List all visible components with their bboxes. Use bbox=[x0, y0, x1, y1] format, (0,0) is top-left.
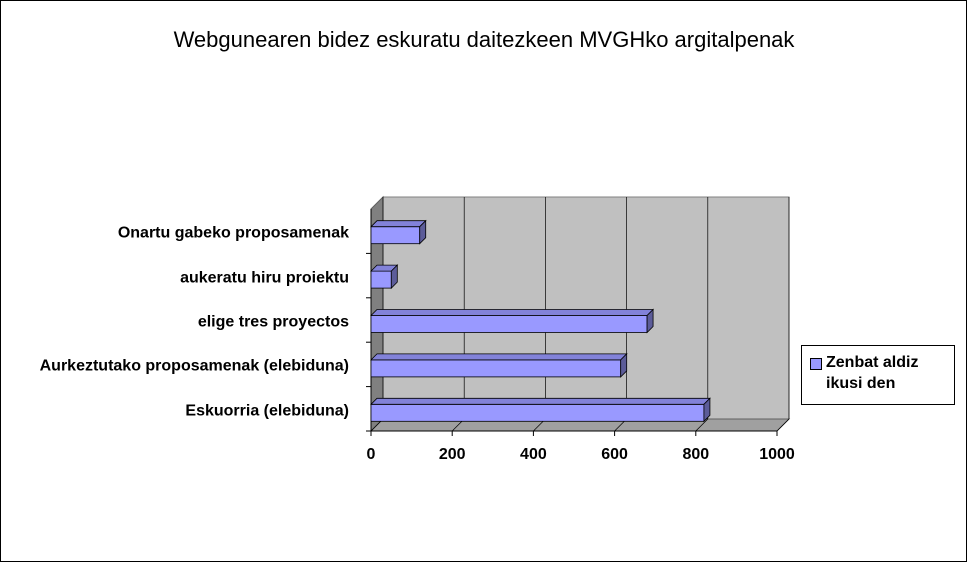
back-wall bbox=[382, 196, 790, 420]
bar-side bbox=[703, 397, 711, 423]
bar bbox=[370, 226, 421, 245]
bar-side bbox=[390, 264, 398, 290]
bar-top bbox=[370, 397, 711, 405]
bar bbox=[370, 315, 648, 333]
bar bbox=[370, 359, 622, 378]
bar-side bbox=[646, 308, 654, 334]
grid-line bbox=[695, 418, 709, 432]
bar-top bbox=[370, 220, 427, 228]
bar-top bbox=[370, 309, 655, 316]
y-tick-label: aukeratu hiru proiektu bbox=[180, 269, 349, 287]
bar-side bbox=[620, 352, 628, 378]
x-tick-label: 400 bbox=[520, 446, 547, 463]
x-tick-label: 0 bbox=[367, 446, 376, 463]
legend-label: Zenbat aldiz ikusi den bbox=[826, 354, 919, 392]
chart-title: Webgunearen bidez eskuratu daitezkeen MV… bbox=[174, 27, 796, 52]
grid-line bbox=[776, 418, 790, 432]
y-tick-label: Onartu gabeko proposamenak bbox=[117, 224, 349, 242]
x-tick-label: 600 bbox=[601, 446, 628, 463]
y-tick-label: Eskuorria (elebiduna) bbox=[185, 402, 349, 420]
bar bbox=[370, 403, 705, 422]
y-tick-label: elige tres proyectos bbox=[197, 313, 349, 331]
x-tick-label: 1000 bbox=[759, 446, 795, 463]
bar bbox=[370, 270, 392, 289]
bar-top bbox=[370, 353, 628, 361]
legend: Zenbat aldiz ikusi den bbox=[801, 345, 955, 405]
bar-side bbox=[419, 219, 427, 245]
x-tick-label: 800 bbox=[682, 446, 709, 463]
y-tick-label: Aurkeztutako proposamenak (elebiduna) bbox=[39, 357, 349, 375]
x-tick-label: 200 bbox=[439, 446, 466, 463]
legend-swatch bbox=[810, 358, 822, 370]
